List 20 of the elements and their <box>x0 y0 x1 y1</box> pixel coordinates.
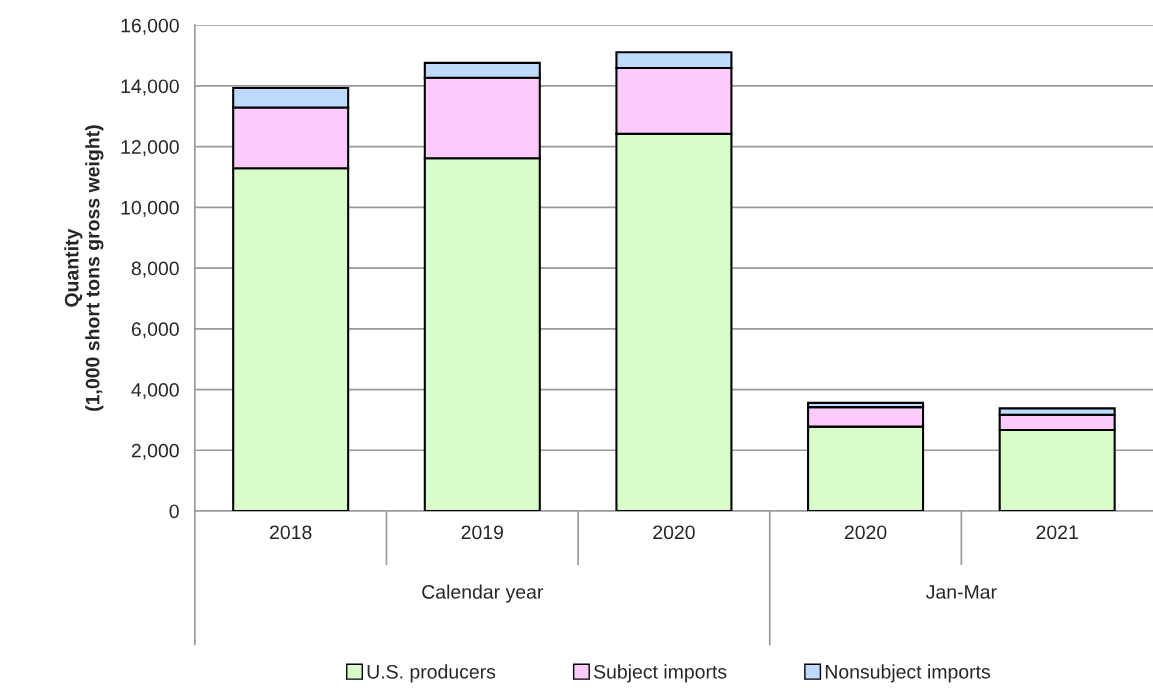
y-tick-label: 16,000 <box>121 18 179 35</box>
y-tick-label: 4,000 <box>131 383 179 400</box>
legend-label: Nonsubject imports <box>825 664 991 683</box>
y-tick-label: 2,000 <box>131 443 179 460</box>
y-tick-label: 6,000 <box>131 322 179 339</box>
y-tick-label: 14,000 <box>121 79 179 96</box>
x-tick-label: 2019 <box>461 525 504 540</box>
legend-label: Subject imports <box>593 664 727 683</box>
y-tick-label: 12,000 <box>121 140 179 157</box>
x-tick-label: 2018 <box>270 525 312 540</box>
x-tick-label: 2021 <box>1036 525 1078 540</box>
y-tick-label: 0 <box>169 504 179 519</box>
y-tick-label: 8,000 <box>131 261 179 278</box>
y-axis-title: Quantity (1,000 short tons gross weight) <box>64 125 104 411</box>
legend-label: U.S. producers <box>367 664 496 683</box>
text: Calendar year <box>422 584 544 603</box>
text: Jan-Mar <box>926 585 997 599</box>
x-tick-label: 2020 <box>844 525 887 540</box>
y-tick-label: 10,000 <box>121 200 179 217</box>
x-tick-label: 2020 <box>653 525 695 540</box>
